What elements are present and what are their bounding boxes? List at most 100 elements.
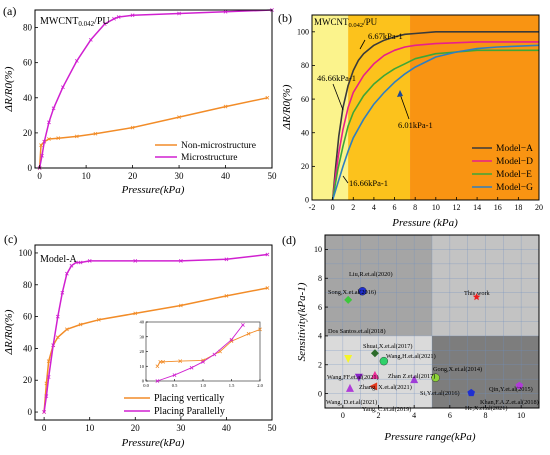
label-zhan: Zhan Z.et.al(2017): [388, 373, 435, 380]
legend-a-1: Microstructure: [181, 153, 237, 163]
a-xtick-label: 40: [221, 171, 231, 181]
c-series-0-point: [46, 359, 51, 364]
d-point-8: [370, 370, 379, 379]
panel-d-frame: [324, 234, 540, 409]
b-ytick-label: 40: [301, 128, 309, 137]
legend-b-2: Model−E: [496, 170, 532, 180]
panel-d-ylabel: Sensitivity(kPa-1): [296, 282, 308, 361]
c-inset-series-0-point: [155, 364, 160, 369]
c-inset-ytick-label: 40: [140, 320, 145, 325]
c-series-1-point: [44, 394, 49, 399]
legend-b-0: Model−A: [496, 144, 533, 154]
b-xtick-label: -2: [309, 203, 316, 212]
annotation-6.01: 6.01kPa-1: [398, 120, 433, 130]
a-series-1-point: [60, 85, 65, 90]
d-xtick-label: 8: [484, 411, 488, 420]
a-ytick-label: 20: [23, 128, 33, 138]
d-xtick-label: 6: [448, 411, 452, 420]
d-xtick-label: 4: [412, 411, 416, 420]
a-series-0-point: [93, 131, 98, 136]
c-xtick-label: 30: [176, 423, 186, 433]
c-inset-ytick-label: 30: [140, 334, 145, 339]
a-series-1-point: [177, 11, 181, 16]
b-xtick-label: 4: [372, 203, 376, 212]
panel-label-d: (d): [282, 233, 296, 247]
panel-b-ylabel: ΔR/R0(%): [281, 84, 293, 130]
b-ytick-label: 60: [301, 95, 309, 104]
c-series-1-point: [133, 259, 138, 263]
panel-c-title: Model-A: [40, 254, 77, 265]
a-xtick-label: 0: [37, 171, 42, 181]
label-shuai: Shuai,X.et.al(2017): [363, 343, 413, 350]
label-khan: Khan,F.A.Z.et.al(2018): [480, 399, 539, 406]
d-ytick-label: 4: [318, 332, 322, 341]
c-series-1-point: [87, 259, 92, 263]
panel-b-xlabel: Pressure (kPa): [391, 217, 458, 229]
d-xtick-label: 10: [517, 411, 525, 420]
c-series-0-point: [133, 311, 138, 316]
legend-b-3: Model−G: [496, 183, 533, 193]
panel-d-point-labels: Liu,R.et.al(2020) Song,X.et.al(2016) Thi…: [326, 271, 539, 413]
c-inset-xtick-label: 2.0: [257, 383, 263, 388]
c-series-0-point: [65, 327, 69, 332]
label-he: He,X.et.al(2021): [465, 405, 508, 412]
label-song: Song,X.et.al(2016): [328, 289, 376, 296]
c-xtick-label: 40: [222, 423, 232, 433]
label-this-work: This work: [464, 290, 491, 297]
c-ytick-label: 20: [23, 375, 33, 385]
panel-c-ylabel: ΔR/R0(%): [3, 309, 15, 355]
b-xtick-label: 8: [413, 203, 417, 212]
c-series-1-point: [60, 290, 65, 295]
c-inset-series-1-point: [189, 365, 194, 370]
annotation-46.66: 46.66kPa-1: [317, 73, 356, 83]
c-inset-series-1-point: [241, 323, 245, 327]
d-point-9: [410, 375, 419, 384]
a-series-0-point: [39, 143, 43, 148]
c-xtick-label: 20: [131, 423, 141, 433]
b-series-3-line: [331, 44, 540, 201]
panel-c-frame: [34, 244, 273, 421]
panel-c-legend: Placing vertically Placing Parallelly: [124, 393, 225, 417]
c-inset-series-1-point: [212, 352, 217, 357]
a-xtick-label: 10: [82, 171, 92, 181]
a-xtick-label: 50: [268, 171, 278, 181]
a-ytick-label: 0: [28, 163, 33, 173]
label-wang-ff: Wang,FF.et.al(2021): [327, 374, 379, 381]
label-dos-santos: Dos Santos.et.al(2018): [328, 328, 386, 335]
c-series-1-point: [55, 314, 60, 319]
c-series-1-point: [78, 260, 83, 265]
c-inset-xtick-label: 1.5: [229, 383, 235, 388]
panel-d-xlabel: Pressure range(kPa): [383, 431, 475, 443]
a-xtick-label: 30: [175, 171, 185, 181]
a-series-1-point: [112, 16, 116, 21]
a-series-1-point: [116, 15, 121, 19]
panel-b-title: MWCNT0.042/PU: [314, 17, 378, 29]
c-series-1-point: [65, 271, 69, 276]
c-series-1-point: [265, 252, 270, 257]
panel-b-frame: [311, 14, 540, 201]
d-point-0: [358, 287, 367, 296]
a-series-1-point: [47, 120, 51, 125]
annotation-16.66: 16.66kPa-1: [349, 178, 388, 188]
d-ytick-label: 0: [318, 389, 322, 398]
a-ytick-label: 40: [23, 93, 33, 103]
label-yang: Yang, C.et.al(2019): [362, 406, 411, 413]
label-wang-d: Wang, D.et.al(2021): [326, 399, 377, 406]
a-series-1-point: [51, 106, 56, 111]
c-inset-series-1-point: [155, 379, 160, 383]
c-inset-ytick-label: 0: [142, 379, 145, 384]
c-series-0-point: [55, 335, 60, 340]
a-series-1-point: [88, 37, 93, 42]
label-zhang: Zhang, X.et.al(2021): [359, 384, 412, 391]
a-ytick-label: 60: [23, 58, 33, 68]
b-ytick-label: 100: [297, 27, 309, 36]
d-point-12: [515, 381, 524, 389]
c-series-1-point: [178, 259, 183, 263]
b-ytick-label: 0: [305, 196, 309, 205]
a-series-1-point: [130, 13, 135, 18]
c-inset-xtick-label: 1.0: [200, 383, 206, 388]
panel-label-a: (a): [3, 4, 16, 18]
a-series-0-point: [177, 115, 181, 119]
c-ytick-label: 80: [23, 280, 33, 290]
